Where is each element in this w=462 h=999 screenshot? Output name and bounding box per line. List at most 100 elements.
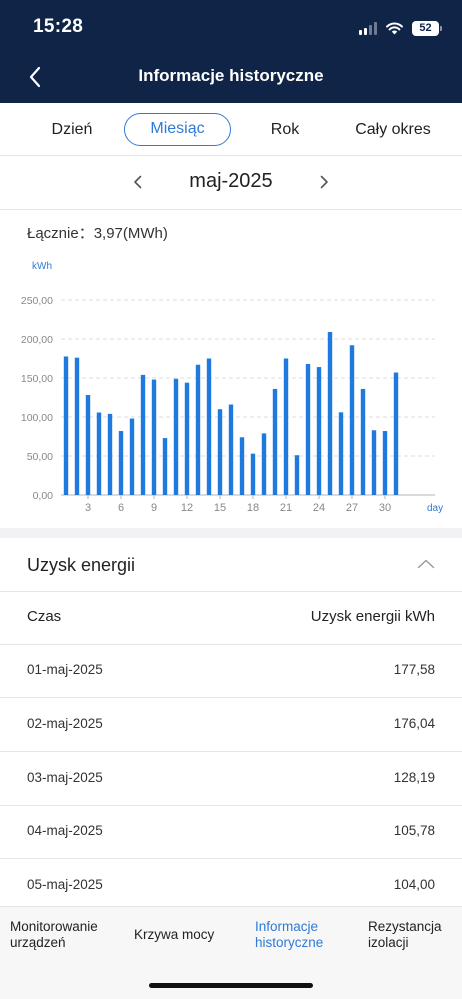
period-selector: maj-2025 (0, 156, 462, 210)
bar (140, 374, 146, 495)
chevron-left-icon (29, 66, 41, 88)
nav-label: Monitorowanie (10, 919, 98, 934)
divider (0, 209, 462, 210)
bar (360, 388, 366, 495)
row-value: 128,19 (393, 770, 435, 785)
chevron-right-icon (320, 175, 328, 189)
divider (0, 858, 462, 859)
divider (0, 155, 462, 156)
nav-insulation-resistance[interactable]: Rezystancja izolacji (368, 919, 442, 951)
bar (63, 356, 69, 495)
nav-label: Informacje (255, 919, 319, 934)
bar (96, 412, 102, 495)
x-tick-label: 6 (118, 502, 124, 514)
column-time: Czas (27, 608, 62, 625)
nav-historical-info[interactable]: Informacje historyczne (255, 919, 323, 951)
nav-power-curve[interactable]: Krzywa mocy (134, 927, 214, 943)
tab-day[interactable]: Dzień (51, 121, 93, 138)
divider (0, 644, 462, 645)
y-tick-label: 50,00 (27, 451, 53, 463)
bar (283, 358, 289, 495)
nav-label: Rezystancja (368, 919, 442, 934)
bar (316, 367, 322, 495)
table-header: Czas Uzysk energii kWh (0, 591, 462, 644)
total-label: Łącznie： (27, 225, 94, 242)
nav-device-monitoring[interactable]: Monitorowanie urządzeń (10, 919, 98, 951)
bar (217, 409, 223, 495)
prev-period-button[interactable] (128, 172, 148, 192)
app-header: 15:28 52 Informacje historyczne (0, 0, 462, 103)
bar (393, 372, 399, 495)
table-row: 04-maj-2025 105,78 (0, 805, 462, 858)
tab-month[interactable]: Miesiąc (124, 113, 231, 146)
bar (162, 438, 168, 495)
y-tick-label: 250,00 (21, 295, 53, 307)
bar (327, 331, 333, 495)
divider (0, 697, 462, 698)
x-tick-label: 30 (379, 502, 391, 514)
divider (0, 751, 462, 752)
row-date: 05-maj-2025 (27, 877, 103, 892)
bar (195, 364, 201, 495)
bar (338, 412, 344, 495)
bar (371, 430, 377, 495)
x-tick-label: 24 (313, 502, 325, 514)
bar (294, 455, 300, 495)
bar (118, 431, 124, 495)
status-time: 15:28 (33, 16, 84, 37)
bar (151, 379, 157, 495)
back-button[interactable] (22, 64, 48, 90)
energy-bar-chart: 0,00 50,00 100,00 150,00 200,00 250,00 3 6 9 12 15… (21, 295, 443, 514)
column-energy: Uzysk energii kWh (310, 608, 435, 625)
bar (74, 357, 80, 495)
chevron-up-icon (417, 559, 435, 569)
divider (0, 805, 462, 806)
row-date: 04-maj-2025 (27, 823, 103, 838)
bar (272, 388, 278, 495)
table-row: 03-maj-2025 128,19 (0, 752, 462, 805)
y-tick-label: 150,00 (21, 373, 53, 385)
tab-all-time[interactable]: Cały okres (355, 121, 431, 138)
y-tick-label: 200,00 (21, 334, 53, 346)
bar (85, 395, 91, 495)
bar (228, 404, 234, 495)
table-row: 01-maj-2025 177,58 (0, 644, 462, 697)
page-title: Informacje historyczne (138, 66, 324, 85)
home-indicator[interactable] (149, 983, 313, 988)
y-tick-label: 100,00 (21, 412, 53, 424)
bar (382, 431, 388, 495)
tab-year[interactable]: Rok (270, 121, 300, 138)
bar (206, 358, 212, 495)
row-date: 02-maj-2025 (27, 716, 103, 731)
row-value: 177,58 (393, 662, 435, 677)
row-value: 105,78 (393, 823, 435, 838)
nav-label: historyczne (255, 935, 324, 950)
x-tick-label: 27 (346, 502, 358, 514)
table-row: 02-maj-2025 176,04 (0, 698, 462, 751)
x-tick-label: 12 (181, 502, 193, 514)
section-gap (0, 528, 462, 538)
status-icons: 52 (359, 18, 442, 38)
x-axis-unit: day (427, 503, 443, 514)
period-label[interactable]: maj-2025 (189, 170, 273, 192)
bar (261, 433, 267, 495)
bar (107, 413, 113, 495)
collapse-button[interactable] (416, 556, 436, 572)
x-tick-label: 18 (247, 502, 259, 514)
nav-label: Krzywa mocy (134, 927, 215, 942)
chart-y-unit: kWh (32, 261, 52, 272)
cellular-signal-icon (359, 21, 377, 35)
x-tick-label: 3 (85, 502, 91, 514)
row-value: 176,04 (393, 716, 435, 731)
nav-label: izolacji (368, 935, 409, 950)
period-tabs: Dzień Miesiąc Rok Cały okres (0, 103, 462, 155)
bar (349, 345, 355, 495)
battery-icon: 52 (412, 20, 442, 36)
nav-label: urządzeń (10, 935, 66, 950)
bar (184, 382, 190, 495)
next-period-button[interactable] (314, 172, 334, 192)
battery-level: 52 (412, 20, 439, 36)
x-tick-label: 15 (214, 502, 226, 514)
chevron-left-icon (134, 175, 142, 189)
